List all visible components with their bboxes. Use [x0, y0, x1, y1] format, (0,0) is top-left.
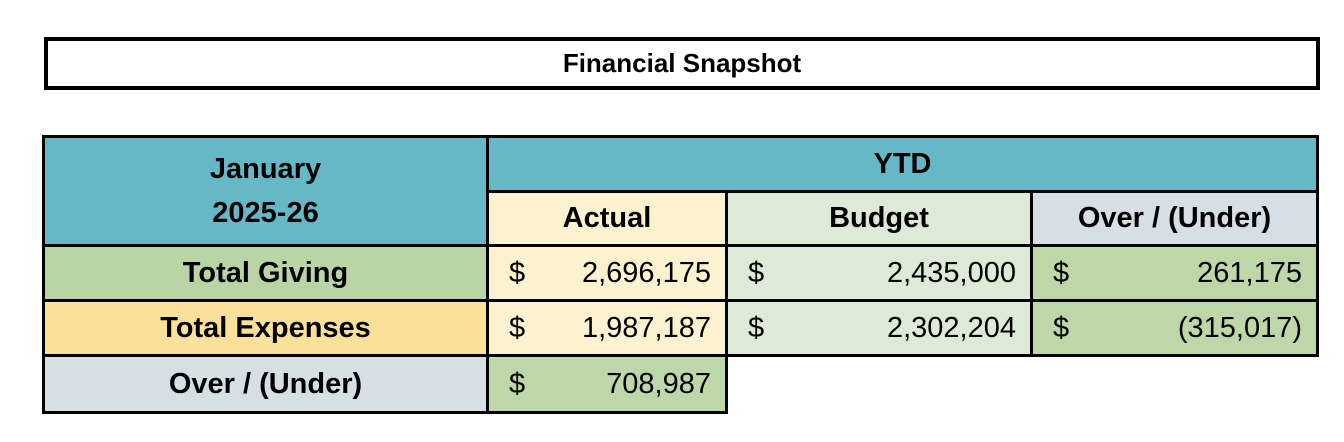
group-header: YTD	[486, 135, 1319, 193]
column-header: Over / (Under)	[1030, 190, 1319, 247]
value-cell: $2,696,175	[486, 244, 728, 302]
corner-line: 2025-26	[212, 197, 319, 229]
value-cell: $708,987	[486, 354, 728, 414]
amount: 2,696,175	[581, 256, 711, 289]
amount: 1,987,187	[581, 311, 711, 344]
corner-line: January	[209, 153, 322, 185]
value-cell: $ (315,017)	[1030, 299, 1319, 357]
value-cell: $2,302,204	[725, 299, 1033, 357]
row-label: Total Giving	[42, 244, 489, 302]
value-cell: $2,435,000	[725, 244, 1033, 302]
amount: 2,302,204	[886, 311, 1016, 344]
title: Financial Snapshot	[44, 37, 1320, 90]
currency: $	[748, 256, 765, 289]
amount: 2,435,000	[886, 256, 1016, 289]
column-header: Actual	[486, 190, 728, 247]
value-cell: $261,175	[1030, 244, 1319, 302]
currency: $	[509, 367, 526, 400]
currency: $	[509, 256, 526, 289]
row-label: Over / (Under)	[42, 354, 489, 414]
currency: $	[509, 311, 526, 344]
currency: $	[1053, 311, 1070, 344]
value-cell: $1,987,187	[486, 299, 728, 357]
column-header: Budget	[725, 190, 1033, 247]
currency: $	[1053, 256, 1070, 289]
amount: 708,987	[606, 367, 711, 400]
row-label: Total Expenses	[42, 299, 489, 357]
amount: (315,017)	[1177, 311, 1302, 344]
amount: 261,175	[1197, 256, 1302, 289]
corner-header: January 2025-26	[42, 135, 489, 247]
currency: $	[748, 311, 765, 344]
